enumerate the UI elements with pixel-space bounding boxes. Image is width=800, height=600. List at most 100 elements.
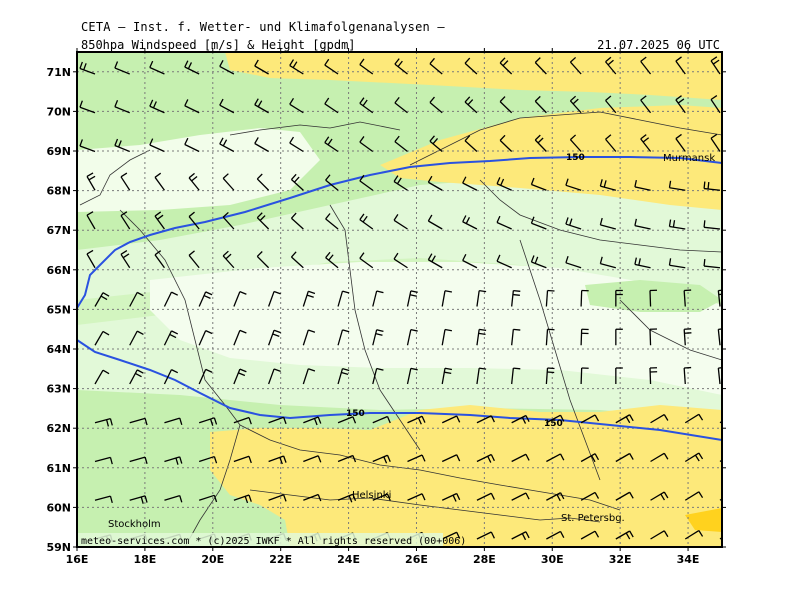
wind-barb bbox=[496, 254, 512, 269]
wind-barb bbox=[605, 95, 617, 114]
wind-barb bbox=[580, 491, 600, 501]
wind-barb bbox=[233, 455, 252, 464]
wind-barb bbox=[496, 177, 512, 191]
wind-barb bbox=[615, 414, 634, 424]
wind-barb bbox=[615, 530, 634, 540]
wind-barb bbox=[303, 416, 322, 426]
lon-label: 18E bbox=[133, 553, 156, 566]
wind-barb bbox=[441, 415, 461, 424]
wind-barb bbox=[649, 367, 658, 385]
wind-barb bbox=[511, 328, 521, 346]
wind-barb bbox=[464, 57, 478, 75]
wind-barb bbox=[372, 367, 384, 385]
wind-barb bbox=[184, 60, 200, 75]
wind-barb bbox=[464, 96, 478, 114]
wind-barb bbox=[114, 61, 130, 75]
wind-barb bbox=[464, 135, 478, 152]
city-label-helsinki: Helsinki bbox=[352, 490, 391, 501]
wind-barb bbox=[545, 289, 555, 307]
wind-barb bbox=[668, 180, 686, 191]
wind-barb bbox=[684, 413, 704, 424]
wind-barb bbox=[634, 218, 651, 230]
longitude-labels: 16E 18E 20E 22E 24E 26E 28E 30E 32E 34E bbox=[66, 553, 700, 566]
wind-barb bbox=[120, 249, 131, 269]
wind-barb bbox=[222, 211, 235, 230]
wind-barb bbox=[462, 215, 478, 230]
wind-barb bbox=[188, 172, 200, 191]
wind-band-strong-south bbox=[210, 405, 722, 547]
wind-barb bbox=[372, 329, 384, 346]
wind-barb bbox=[441, 492, 461, 502]
wind-barb bbox=[684, 452, 704, 463]
wind-barb bbox=[599, 179, 617, 191]
wind-barb bbox=[427, 175, 443, 191]
wind-barb bbox=[222, 173, 235, 191]
wind-barb bbox=[441, 328, 453, 346]
wind-barb bbox=[268, 494, 287, 502]
wind-barb bbox=[290, 173, 304, 191]
valid-time: 21.07.2025 06 UTC bbox=[597, 38, 720, 52]
wind-barb bbox=[372, 415, 391, 424]
wind-barb bbox=[233, 494, 252, 504]
wind-barb bbox=[406, 290, 418, 307]
wind-barb bbox=[615, 328, 623, 346]
wind-barb bbox=[325, 174, 339, 191]
wind-barb bbox=[337, 416, 357, 424]
wind-barb bbox=[476, 492, 495, 501]
wind-barb bbox=[324, 58, 339, 75]
axis-ticks bbox=[73, 48, 726, 551]
wind-barb bbox=[580, 453, 600, 463]
wind-barb bbox=[129, 495, 148, 504]
lat-label: 68N bbox=[46, 185, 71, 198]
wind-barb bbox=[164, 456, 183, 465]
wind-barb bbox=[668, 219, 686, 230]
wind-barb bbox=[268, 368, 281, 385]
wind-barb bbox=[393, 252, 408, 269]
wind-barb bbox=[114, 100, 130, 114]
wind-barb bbox=[534, 134, 547, 152]
wind-barb bbox=[129, 417, 148, 426]
wind-barb bbox=[530, 216, 547, 230]
wind-barb bbox=[476, 328, 487, 346]
wind-barb bbox=[129, 330, 144, 346]
wind-barb bbox=[580, 367, 589, 385]
wind-barb bbox=[233, 416, 252, 425]
wind-barb bbox=[649, 328, 658, 346]
wind-barb bbox=[94, 456, 113, 465]
wind-barb bbox=[580, 289, 589, 307]
lat-label: 65N bbox=[46, 303, 71, 316]
wind-barb bbox=[188, 211, 200, 230]
wind-barb bbox=[640, 134, 652, 152]
wind-barb bbox=[546, 414, 565, 424]
wind-barb bbox=[163, 330, 179, 346]
wind-barb bbox=[94, 495, 113, 504]
copyright-footer: meteo-services.com * (c)2025 IWKF * All … bbox=[81, 536, 466, 547]
wind-barb bbox=[476, 531, 495, 540]
wind-barb bbox=[394, 58, 408, 75]
lat-label: 60N bbox=[46, 501, 71, 514]
wind-barb bbox=[289, 136, 304, 153]
wind-barb bbox=[710, 133, 721, 152]
wind-barb bbox=[86, 172, 96, 191]
wind-barb bbox=[650, 413, 669, 424]
lat-label: 67N bbox=[46, 224, 71, 237]
lon-label: 32E bbox=[609, 553, 632, 566]
wind-barb bbox=[429, 57, 443, 75]
wind-barb bbox=[683, 328, 692, 346]
wind-barb bbox=[289, 59, 304, 75]
wind-barb bbox=[219, 137, 235, 153]
wind-barb bbox=[615, 452, 634, 463]
wind-barb bbox=[372, 454, 391, 464]
wind-barb bbox=[254, 59, 269, 75]
wind-barb bbox=[79, 139, 96, 153]
contour-label: 150 bbox=[566, 153, 585, 163]
lat-label: 62N bbox=[46, 422, 71, 435]
wind-barb bbox=[675, 95, 686, 114]
wind-barb bbox=[406, 328, 418, 346]
organization-title: CETA — Inst. f. Wetter- und Klimafolgena… bbox=[81, 20, 445, 34]
wind-barb bbox=[289, 97, 304, 114]
map-area bbox=[77, 52, 722, 547]
wind-barb bbox=[154, 250, 165, 269]
wind-barb bbox=[710, 56, 721, 75]
